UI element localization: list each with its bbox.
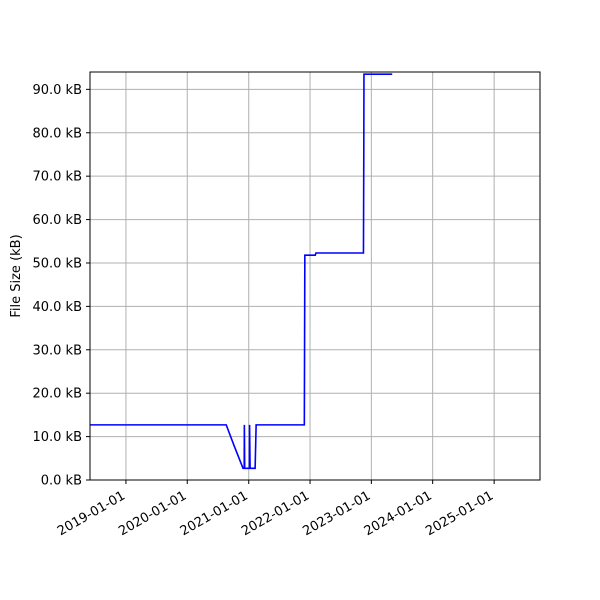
series-layer — [90, 73, 393, 470]
plot-area-frame — [89, 71, 541, 481]
y-tick-label: 20.0 kB — [32, 387, 82, 402]
y-tick-label: 50.0 kB — [32, 256, 82, 271]
y-tick-label: 70.0 kB — [32, 170, 82, 185]
x-tick-label: 2020-01-01 — [116, 488, 189, 539]
y-tick-label: 30.0 kB — [32, 343, 82, 358]
y-axis-label: File Size (kB) — [9, 234, 24, 317]
y-tick-label: 90.0 kB — [32, 83, 82, 98]
file-size-series-line — [90, 73, 393, 470]
x-tick-label: 2025-01-01 — [423, 488, 496, 539]
grid-lines — [90, 72, 540, 481]
x-tick-label: 2019-01-01 — [55, 488, 128, 539]
y-tick-label: 0.0 kB — [41, 474, 82, 489]
y-axis-ticks: 0.0 kB 10.0 kB 20.0 kB 30.0 kB 40.0 kB 50.0 k… — [32, 83, 90, 489]
x-tick-label: 2022-01-01 — [239, 488, 312, 539]
y-tick-label: 80.0 kB — [32, 126, 82, 141]
x-axis-ticks: 2019-01-012020-01-012021-01-012022-01-01… — [55, 480, 496, 539]
y-tick-label: 40.0 kB — [32, 300, 82, 315]
x-tick-label: 2024-01-01 — [362, 488, 435, 539]
y-tick-label: 60.0 kB — [32, 213, 82, 228]
x-tick-label: 2021-01-01 — [178, 488, 251, 539]
x-tick-label: 2023-01-01 — [300, 488, 373, 539]
y-tick-label: 10.0 kB — [32, 430, 82, 445]
